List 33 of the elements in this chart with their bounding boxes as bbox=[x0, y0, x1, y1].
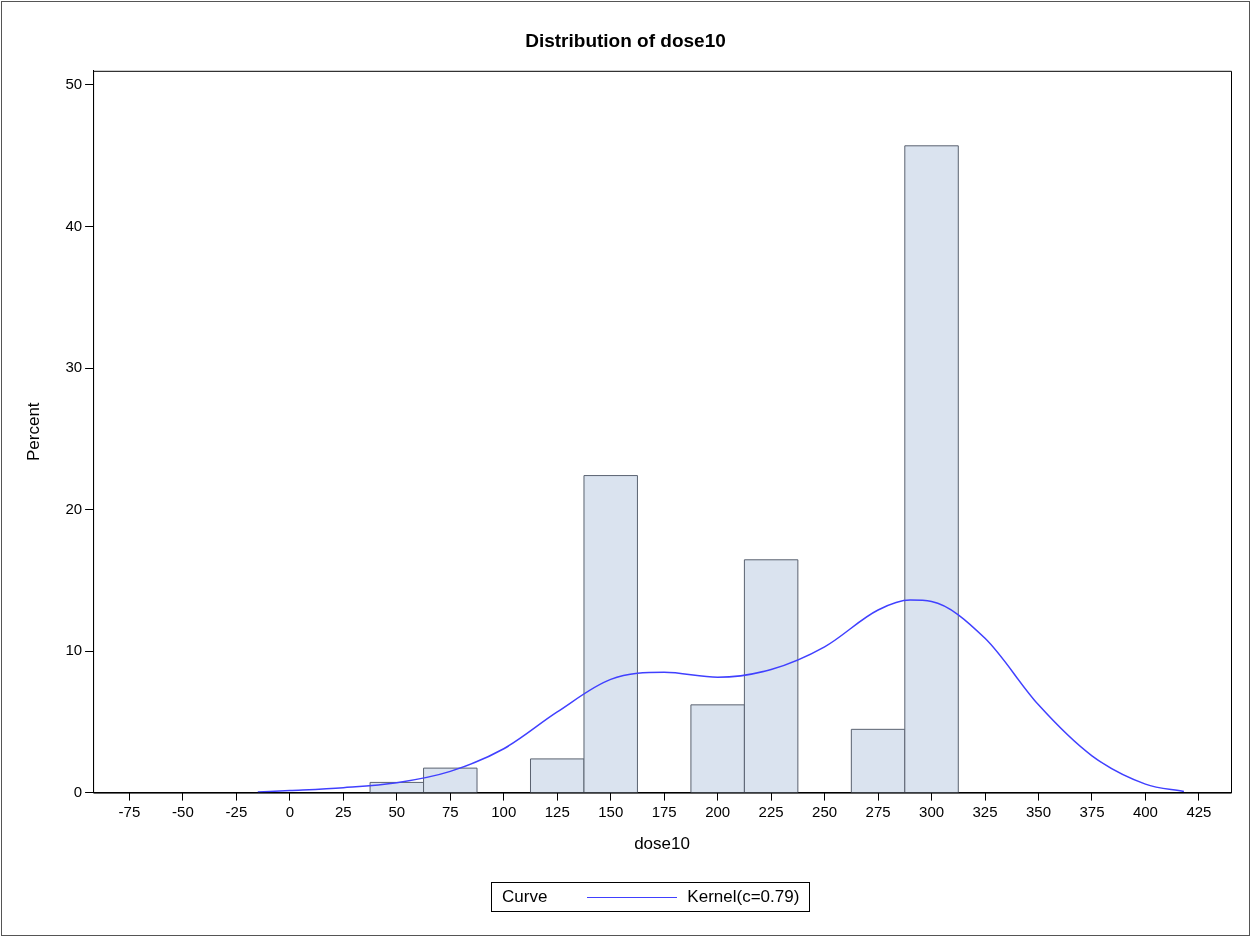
x-axis-title: dose10 bbox=[634, 834, 690, 854]
text: Kernel(c=0.79) bbox=[687, 887, 800, 907]
y-tick-label: 20 bbox=[65, 499, 83, 517]
x-tick-label: 200 bbox=[705, 802, 731, 820]
x-tick-label: 225 bbox=[758, 802, 784, 820]
x-tick-label: 100 bbox=[491, 802, 517, 820]
x-tick-label: 150 bbox=[598, 802, 624, 820]
y-tick-label: 50 bbox=[65, 75, 83, 93]
y-tick-label: 10 bbox=[65, 641, 83, 659]
x-tick-label: -75 bbox=[118, 802, 141, 820]
x-tick-label: 350 bbox=[1025, 802, 1052, 820]
x-tick-label: 50 bbox=[388, 802, 406, 820]
x-tick-label: 375 bbox=[1079, 802, 1105, 820]
y-tick-label: 0 bbox=[73, 782, 83, 800]
chart-title: Distribution of dose10 bbox=[525, 29, 726, 51]
x-tick-label: 325 bbox=[972, 802, 998, 820]
x-tick-label: -25 bbox=[225, 802, 248, 820]
x-tick-label: 275 bbox=[865, 802, 891, 820]
y-tick-label: 40 bbox=[65, 216, 83, 234]
x-tick-label: 125 bbox=[544, 802, 570, 820]
x-tick-label: 175 bbox=[651, 802, 677, 820]
x-tick-label: -50 bbox=[172, 802, 194, 820]
x-tick-label: 25 bbox=[335, 802, 352, 820]
y-axis-title: Percent bbox=[23, 402, 43, 461]
line-series bbox=[257, 599, 1185, 793]
x-tick-label: 250 bbox=[812, 802, 838, 820]
y-tick-label: 30 bbox=[65, 358, 83, 376]
legend-title: Curve bbox=[502, 887, 548, 907]
x-tick-label: 0 bbox=[285, 802, 295, 820]
x-tick-label: 400 bbox=[1132, 802, 1158, 820]
x-tick-label: 425 bbox=[1186, 802, 1212, 820]
x-tick-label: 300 bbox=[919, 802, 945, 820]
x-tick-label: 75 bbox=[441, 802, 459, 820]
